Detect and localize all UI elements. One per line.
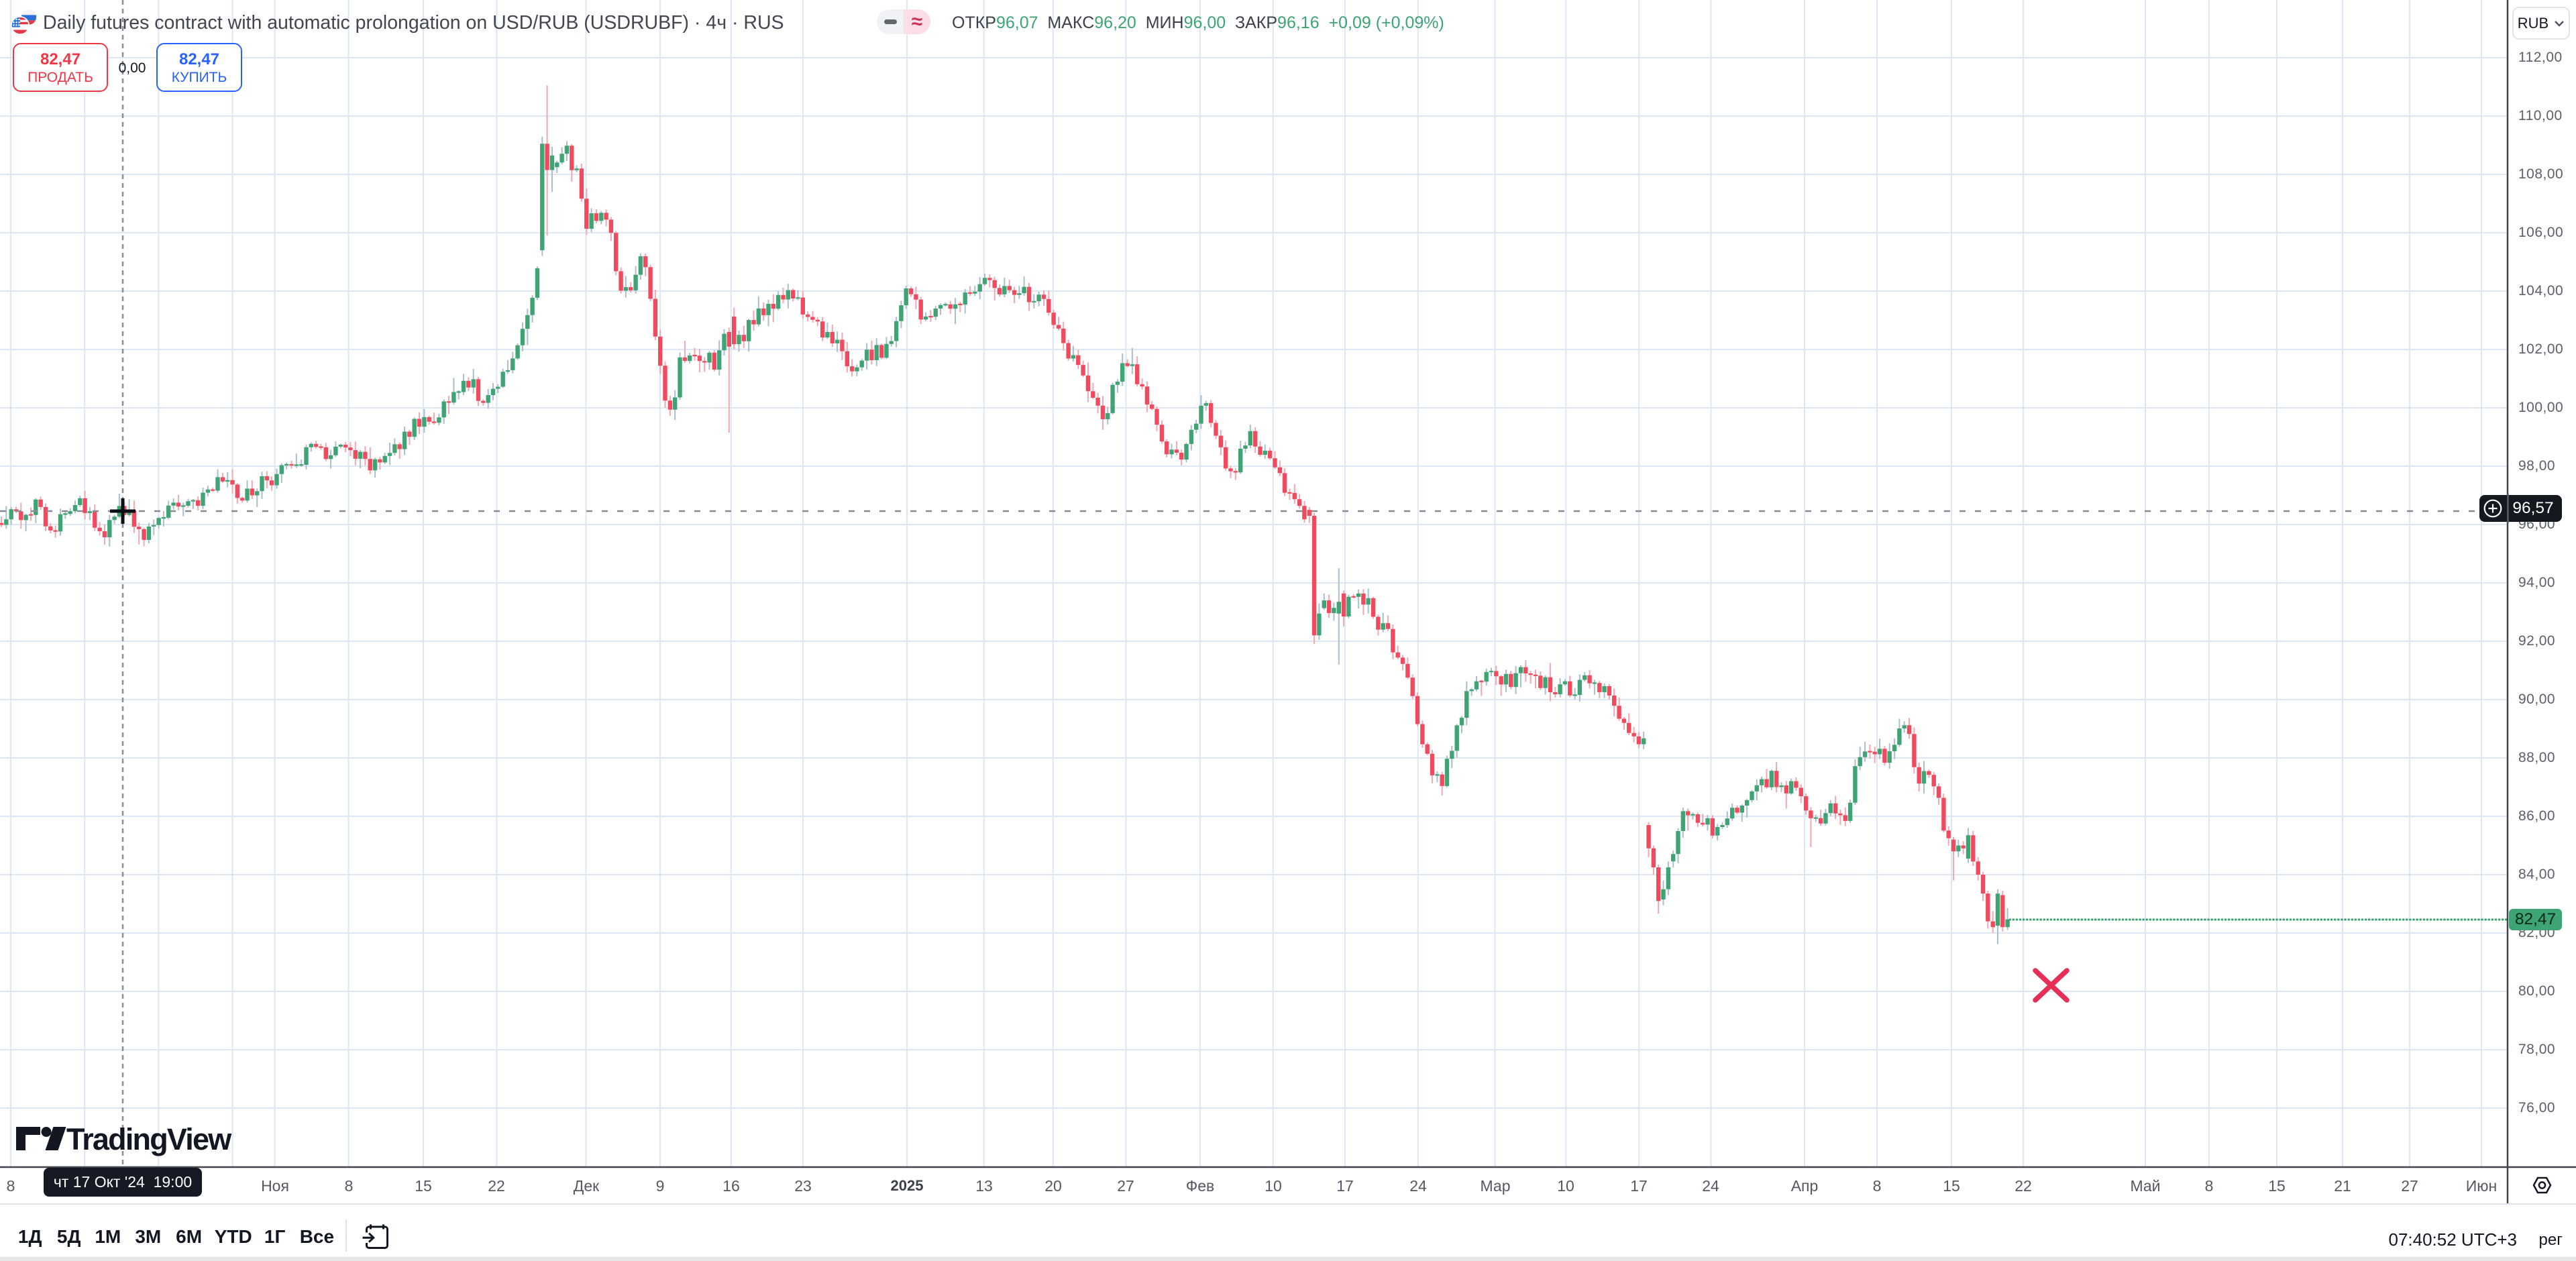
svg-text:TradingView: TradingView	[66, 1122, 232, 1156]
